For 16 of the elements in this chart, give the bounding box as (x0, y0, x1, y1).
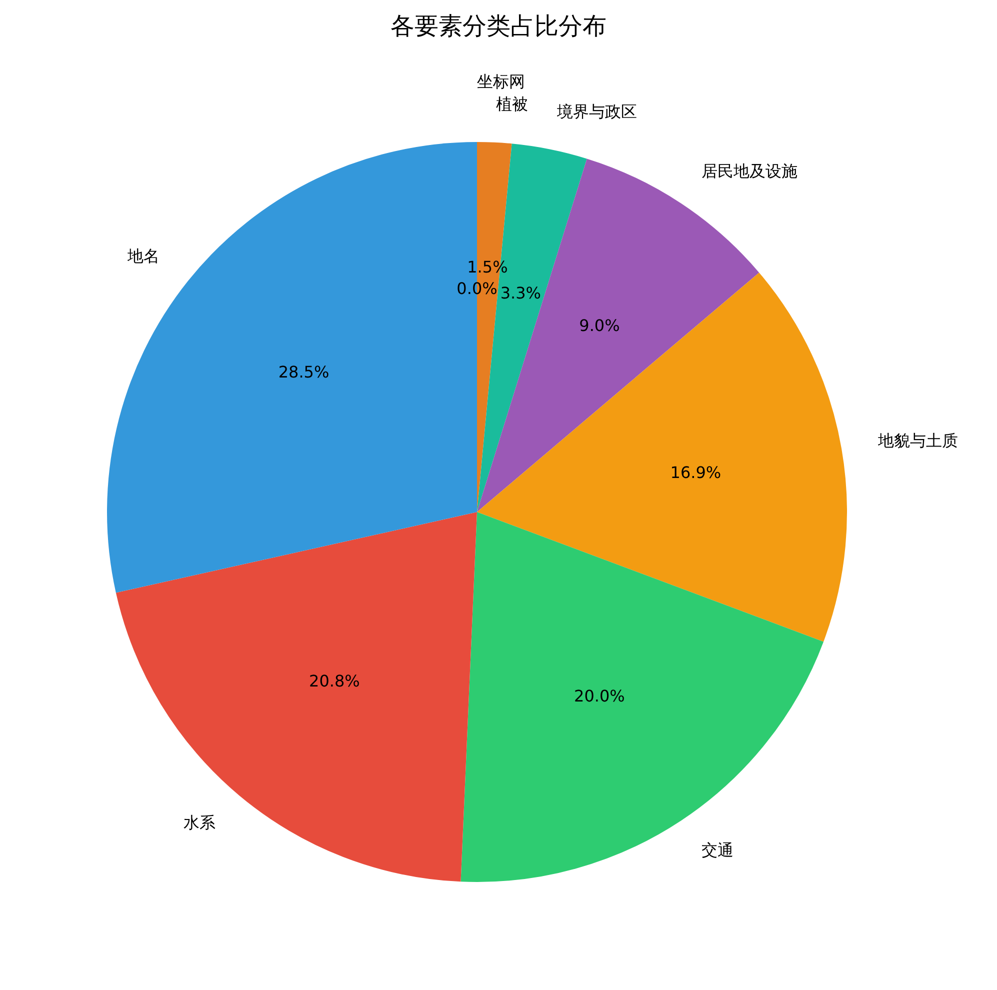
slice-label: 水系 (184, 813, 216, 832)
data-label: 3.3% (500, 283, 541, 302)
data-label: 20.0% (574, 686, 625, 706)
slice-label: 交通 (702, 840, 734, 860)
data-label: 9.0% (579, 316, 620, 335)
slice-label: 地名 (126, 246, 160, 266)
slice-label: 地貌与土质 (876, 431, 958, 450)
slice-label: 境界与政区 (556, 102, 638, 122)
data-label: 28.5% (278, 362, 330, 382)
category-label: 坐标网 (477, 72, 525, 92)
chart-title: 各要素分类占比分布 (390, 12, 606, 40)
data-label: 16.9% (670, 462, 722, 482)
data-label: 20.8% (309, 671, 360, 690)
text: 0.0% (456, 279, 498, 298)
slice-label: 居民地及设施 (702, 162, 798, 181)
slice-label: 植被 (496, 94, 528, 114)
